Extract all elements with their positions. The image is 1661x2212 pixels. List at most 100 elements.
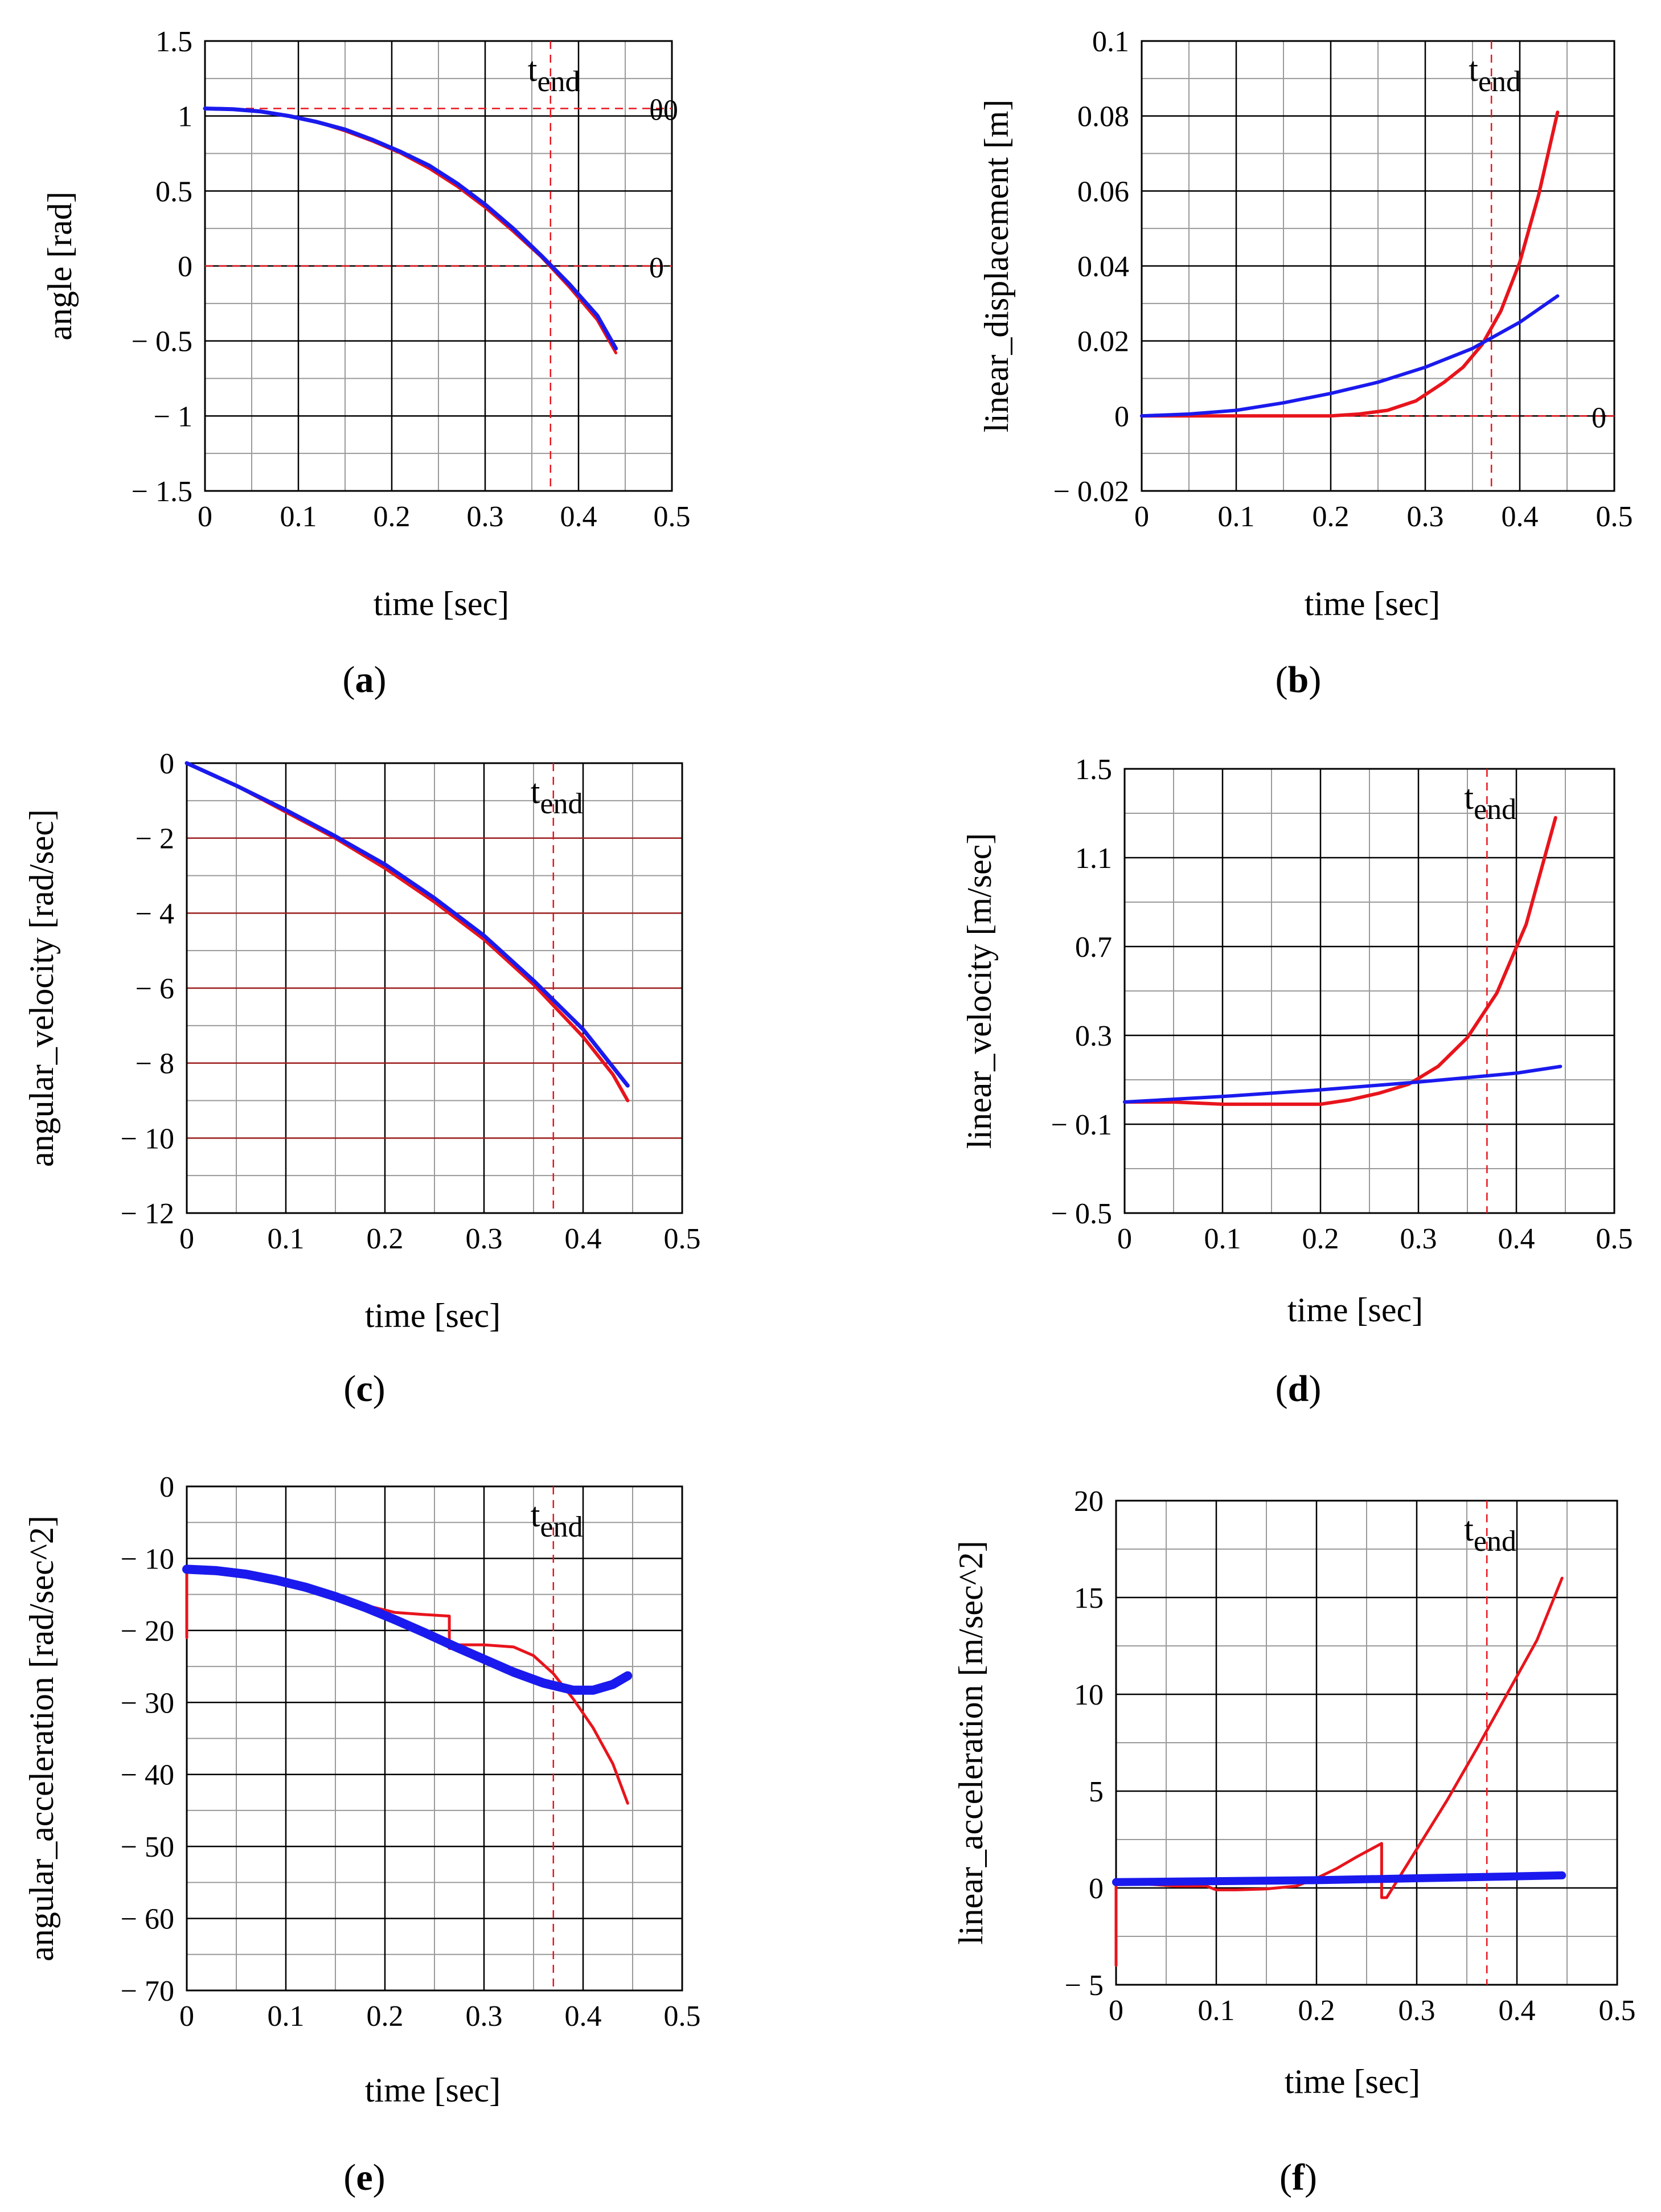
panel-label-open: (	[343, 659, 355, 701]
y-tick-label: 1.5	[1075, 753, 1112, 786]
y-tick-label: 1	[178, 101, 192, 133]
x-tick-label: 0.3	[1407, 501, 1444, 533]
chart-panel-a: 0 0.1 0.2 0.3 0.4 0.5 − 1.5 − 1 − 0.5 0 0.5 1 1.5 tim…	[41, 26, 691, 701]
t-end-symbol: t	[531, 773, 540, 810]
y-tick-label: 0.5	[155, 175, 192, 208]
x-tick-label: 0.4	[560, 501, 597, 533]
t-end-symbol: t	[1464, 1510, 1474, 1548]
y-tick-label: 0.1	[1092, 26, 1129, 58]
y-tick-label: 1.5	[155, 26, 192, 58]
x-tick-label: 0.2	[374, 501, 411, 533]
reference-line-label: 0	[649, 252, 664, 284]
t-end-label: tend	[1464, 1510, 1516, 1558]
panel-label-letter: e	[356, 2157, 372, 2198]
y-tick-label: 0	[159, 1471, 174, 1504]
x-tick-label: 0.5	[654, 501, 691, 533]
y-tick-label: − 8	[136, 1048, 174, 1080]
x-tick-label: 0.1	[280, 501, 317, 533]
panel-label: (b)	[1276, 659, 1322, 701]
reference-line-label: 0	[1592, 402, 1606, 434]
t-end-subscript: end	[540, 1511, 583, 1543]
x-tick-label: 0.2	[1313, 501, 1350, 533]
y-tick-label: − 1	[154, 400, 192, 433]
reference-line-label: θ0	[649, 95, 678, 127]
x-tick-label: 0.1	[1218, 501, 1255, 533]
y-tick-label: − 12	[121, 1198, 174, 1230]
y-tick-label: − 4	[136, 898, 174, 930]
x-tick-label: 0.4	[1502, 501, 1539, 533]
x-tick-label: 0.4	[565, 2000, 602, 2033]
x-axis-label: time [sec]	[365, 2071, 501, 2109]
plot-frame	[1123, 768, 1615, 1214]
x-tick-label: 0.1	[1198, 1994, 1235, 2027]
t-end-symbol: t	[528, 51, 538, 88]
x-tick-label: 0.2	[367, 2000, 404, 2033]
y-axis-label: angular_velocity [rad/sec]	[23, 809, 60, 1167]
x-tick-label: 0.1	[268, 2000, 305, 2033]
x-tick-label: 0.3	[466, 2000, 503, 2033]
panel-label-open: (	[343, 1368, 356, 1410]
x-tick-label: 0	[198, 501, 212, 533]
y-tick-label: − 0.1	[1051, 1109, 1112, 1141]
x-tick-label: 0.5	[1596, 1223, 1633, 1255]
panel-label: (d)	[1276, 1368, 1322, 1410]
panel-label: (e)	[343, 2157, 385, 2198]
t-end-subscript: end	[537, 65, 580, 98]
y-tick-label: − 50	[121, 1831, 174, 1863]
y-tick-label: − 2	[136, 823, 174, 855]
x-tick-label: 0.5	[1599, 1994, 1636, 2027]
panel-label: (c)	[343, 1368, 385, 1410]
t-end-subscript: end	[1478, 65, 1521, 98]
t-end-symbol: t	[531, 1496, 540, 1534]
y-tick-label: 20	[1074, 1485, 1104, 1518]
series-line-blue	[1123, 1064, 1562, 1104]
series-line-red	[1114, 1576, 1564, 1967]
x-tick-label: 0.4	[1498, 1223, 1535, 1255]
panel-label-letter: a	[355, 659, 374, 701]
y-axis-label: linear_displacement [m]	[978, 100, 1015, 433]
chart-panel-d: 0 0.1 0.2 0.3 0.4 0.5 − 0.5 − 0.1 0.3 0.7 1.1 1.5 ti…	[961, 753, 1633, 1410]
y-tick-label: 0	[178, 251, 192, 283]
y-tick-label: − 6	[136, 973, 174, 1005]
plot-frame	[1115, 1500, 1618, 1986]
panel-label-close: )	[1309, 659, 1321, 701]
y-tick-label: 0.08	[1077, 101, 1129, 133]
panel-label-close: )	[1305, 2157, 1317, 2198]
panel-label-letter: c	[356, 1368, 372, 1410]
x-axis-label: time [sec]	[1305, 585, 1440, 622]
plot-frame	[186, 1485, 683, 1992]
x-tick-label: 0	[1117, 1223, 1132, 1255]
series-line-red	[1123, 816, 1557, 1106]
y-tick-label: − 30	[121, 1687, 174, 1719]
y-tick-label: − 60	[121, 1903, 174, 1936]
series-line-blue	[182, 1564, 633, 1695]
y-tick-label: 0	[1089, 1873, 1104, 1905]
panel-label-open: (	[1279, 2157, 1292, 2198]
y-tick-label: 0.04	[1077, 251, 1129, 283]
panel-label-open: (	[1276, 1368, 1288, 1410]
y-axis-label: angle [rad]	[41, 191, 79, 341]
y-tick-label: − 20	[121, 1615, 174, 1648]
x-tick-label: 0.2	[1302, 1223, 1339, 1255]
t-end-subscript: end	[1474, 1525, 1516, 1558]
y-tick-label: 0.3	[1075, 1020, 1112, 1052]
t-end-symbol: t	[1464, 779, 1474, 816]
x-tick-label: 0.5	[664, 1223, 701, 1255]
x-tick-label: 0.3	[1400, 1223, 1437, 1255]
x-tick-label: 0.1	[1204, 1223, 1241, 1255]
y-tick-label: 15	[1074, 1582, 1104, 1615]
y-tick-label: − 5	[1065, 1969, 1104, 2002]
x-tick-label: 0.3	[1398, 1994, 1436, 2027]
x-axis-label: time [sec]	[1285, 2063, 1420, 2100]
x-tick-label: 0	[1109, 1994, 1123, 2027]
y-axis-label: angular_acceleration [rad/sec^2]	[23, 1515, 60, 1961]
t-end-subscript: end	[540, 788, 583, 820]
y-tick-label: 1.1	[1075, 842, 1112, 875]
y-tick-label: 10	[1074, 1679, 1104, 1711]
panel-label-letter: b	[1288, 659, 1309, 701]
y-tick-label: 0	[1114, 400, 1129, 433]
y-tick-label: 0	[159, 748, 174, 780]
panel-label-letter: d	[1288, 1368, 1309, 1410]
